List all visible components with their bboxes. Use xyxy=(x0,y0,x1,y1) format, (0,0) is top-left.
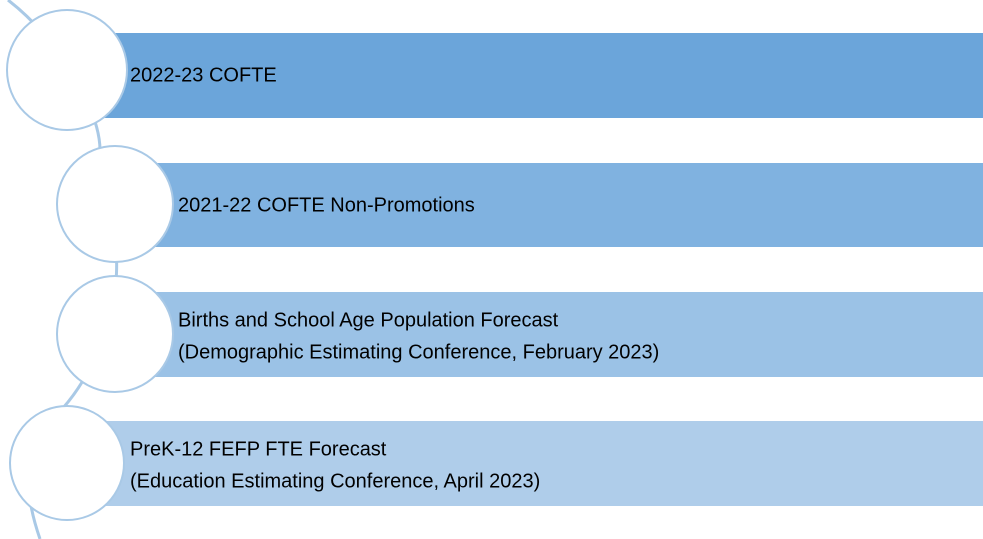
circle xyxy=(9,405,125,521)
circle xyxy=(56,145,174,263)
item-text: Births and School Age Population Forecas… xyxy=(178,309,559,331)
band xyxy=(115,163,983,247)
item-text: 2022-23 COFTE xyxy=(130,64,277,86)
circle xyxy=(56,275,174,393)
circle xyxy=(6,9,128,131)
item-text: 2021-22 COFTE Non-Promotions xyxy=(178,194,475,216)
item-text: PreK-12 FEFP FTE Forecast xyxy=(130,438,387,460)
band xyxy=(70,421,983,506)
band xyxy=(115,292,983,377)
item-text: (Education Estimating Conference, April … xyxy=(130,470,540,492)
item-text: (Demographic Estimating Conference, Febr… xyxy=(178,341,659,363)
band xyxy=(70,33,983,118)
